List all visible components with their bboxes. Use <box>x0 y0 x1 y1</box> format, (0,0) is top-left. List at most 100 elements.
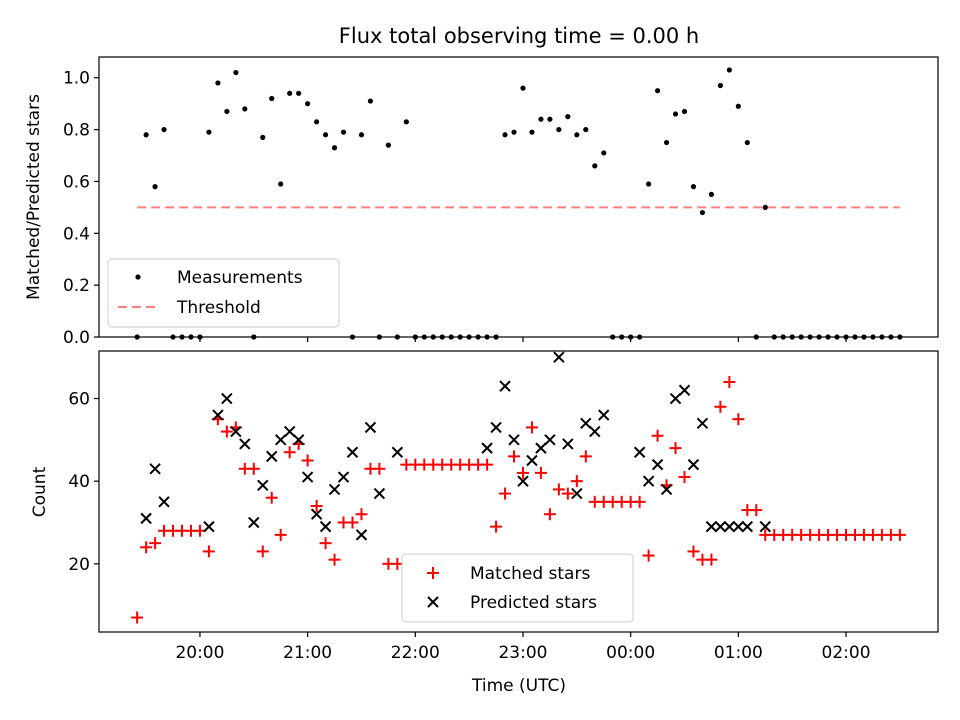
predicted-star-point <box>732 520 745 533</box>
measurement-point <box>637 334 643 340</box>
predicted-star-point <box>328 483 341 496</box>
legend-matched-label: Matched stars <box>470 564 590 584</box>
measurement-point <box>852 334 858 340</box>
matched-star-point <box>669 442 682 455</box>
predicted-star-point <box>526 454 538 467</box>
top-panel: 0.0 0.2 0.4 0.6 0.8 1.0 Matched/Predicted sta… <box>24 56 939 348</box>
measurement-point <box>305 101 311 107</box>
legend-predicted-label: Predicted stars <box>470 593 597 613</box>
top-y-tick-label: 0.4 <box>63 224 90 244</box>
predicted-star-point <box>266 450 278 463</box>
predicted-star-point <box>696 417 709 430</box>
measurement-point <box>233 69 239 76</box>
measurement-point <box>466 334 472 340</box>
predicted-star-point <box>373 487 386 500</box>
legend-matched-marker <box>427 567 439 579</box>
predicted-star-point <box>687 458 700 471</box>
matched-star-point <box>561 487 574 500</box>
top-y-tick-label: 0.8 <box>63 121 90 141</box>
predicted-star-point <box>239 438 251 450</box>
predicted-star-point <box>346 446 359 458</box>
matched-star-point <box>633 495 646 508</box>
predicted-star-point <box>660 483 673 496</box>
predicted-star-point <box>283 425 296 438</box>
measurement-point <box>224 108 230 115</box>
measurement-point <box>161 126 167 133</box>
predicted-star-point <box>364 421 377 434</box>
matched-star-point <box>714 400 727 413</box>
measurement-point <box>367 98 374 104</box>
predicted-star-point <box>741 520 754 533</box>
measurement-point <box>394 334 400 340</box>
measurement-point <box>439 334 445 340</box>
measurement-point <box>879 334 885 340</box>
matched-star-point <box>346 516 359 529</box>
matched-star-point <box>678 471 691 484</box>
predicted-star-point <box>759 520 771 533</box>
predicted-star-point <box>517 475 529 487</box>
predicted-stars-series <box>140 351 771 541</box>
predicted-star-point <box>292 434 305 446</box>
predicted-star-point <box>535 442 547 454</box>
matched-star-point <box>534 466 547 479</box>
matched-star-point <box>481 458 494 471</box>
measurement-point <box>457 334 463 340</box>
x-tick-label: 00:00 <box>606 643 655 663</box>
measurement-point <box>287 90 293 96</box>
matched-star-point <box>265 491 278 504</box>
measurement-point <box>412 334 418 340</box>
predicted-star-point <box>310 508 323 520</box>
predicted-star-point <box>248 516 260 529</box>
predicted-star-point <box>589 425 601 438</box>
predicted-star-point <box>149 463 161 475</box>
top-y-tick-label: 0.0 <box>63 328 90 348</box>
predicted-star-point <box>508 434 520 446</box>
top-y-axis-label: Matched/Predicted stars <box>24 94 44 300</box>
predicted-star-point <box>642 475 655 487</box>
predicted-star-point <box>212 409 224 421</box>
predicted-star-point <box>319 520 332 533</box>
measurement-point <box>708 191 715 198</box>
measurement-point <box>592 163 598 169</box>
matched-star-point <box>543 508 556 521</box>
measurement-point <box>744 139 750 146</box>
measurement-point <box>251 334 257 340</box>
bottom-legend: Matched stars Predicted stars <box>401 553 634 623</box>
matched-star-point <box>642 549 655 562</box>
legend-measurements-label: Measurements <box>177 268 303 288</box>
bottom-plot-frame <box>98 350 939 633</box>
matched-star-point <box>723 375 736 388</box>
matched-star-point <box>301 454 314 467</box>
predicted-star-point <box>158 496 170 508</box>
legend-measurements-marker <box>135 274 141 280</box>
predicted-star-point <box>562 438 574 450</box>
measurement-point <box>583 126 589 133</box>
x-tick-label: 22:00 <box>391 643 440 663</box>
measurement-point <box>699 209 706 216</box>
x-axis-label: Time (UTC) <box>471 676 566 696</box>
measurement-point <box>843 334 849 340</box>
matched-star-point <box>310 499 323 512</box>
matched-star-point <box>256 545 269 558</box>
measurement-point <box>152 184 158 190</box>
measurement-point <box>448 334 454 340</box>
measurement-point <box>520 85 526 91</box>
measurement-point <box>529 129 535 135</box>
bottom-y-axis-label: Count <box>30 466 50 517</box>
predicted-star-point <box>275 434 287 446</box>
measurement-point <box>816 334 822 340</box>
matched-star-point <box>651 429 664 442</box>
measurement-point <box>897 334 903 340</box>
measurement-point <box>646 181 652 187</box>
measurement-point <box>663 139 670 146</box>
predicted-star-point <box>553 351 565 363</box>
measurements-series <box>134 67 903 340</box>
measurement-point <box>538 116 544 122</box>
predicted-star-point <box>140 512 152 525</box>
predicted-star-point <box>481 442 493 454</box>
chart-title: Flux total observing time = 0.00 h <box>339 24 699 48</box>
measurement-point <box>834 334 840 340</box>
predicted-star-point <box>598 409 610 421</box>
matched-star-point <box>202 545 215 558</box>
matched-star-point <box>552 483 565 496</box>
